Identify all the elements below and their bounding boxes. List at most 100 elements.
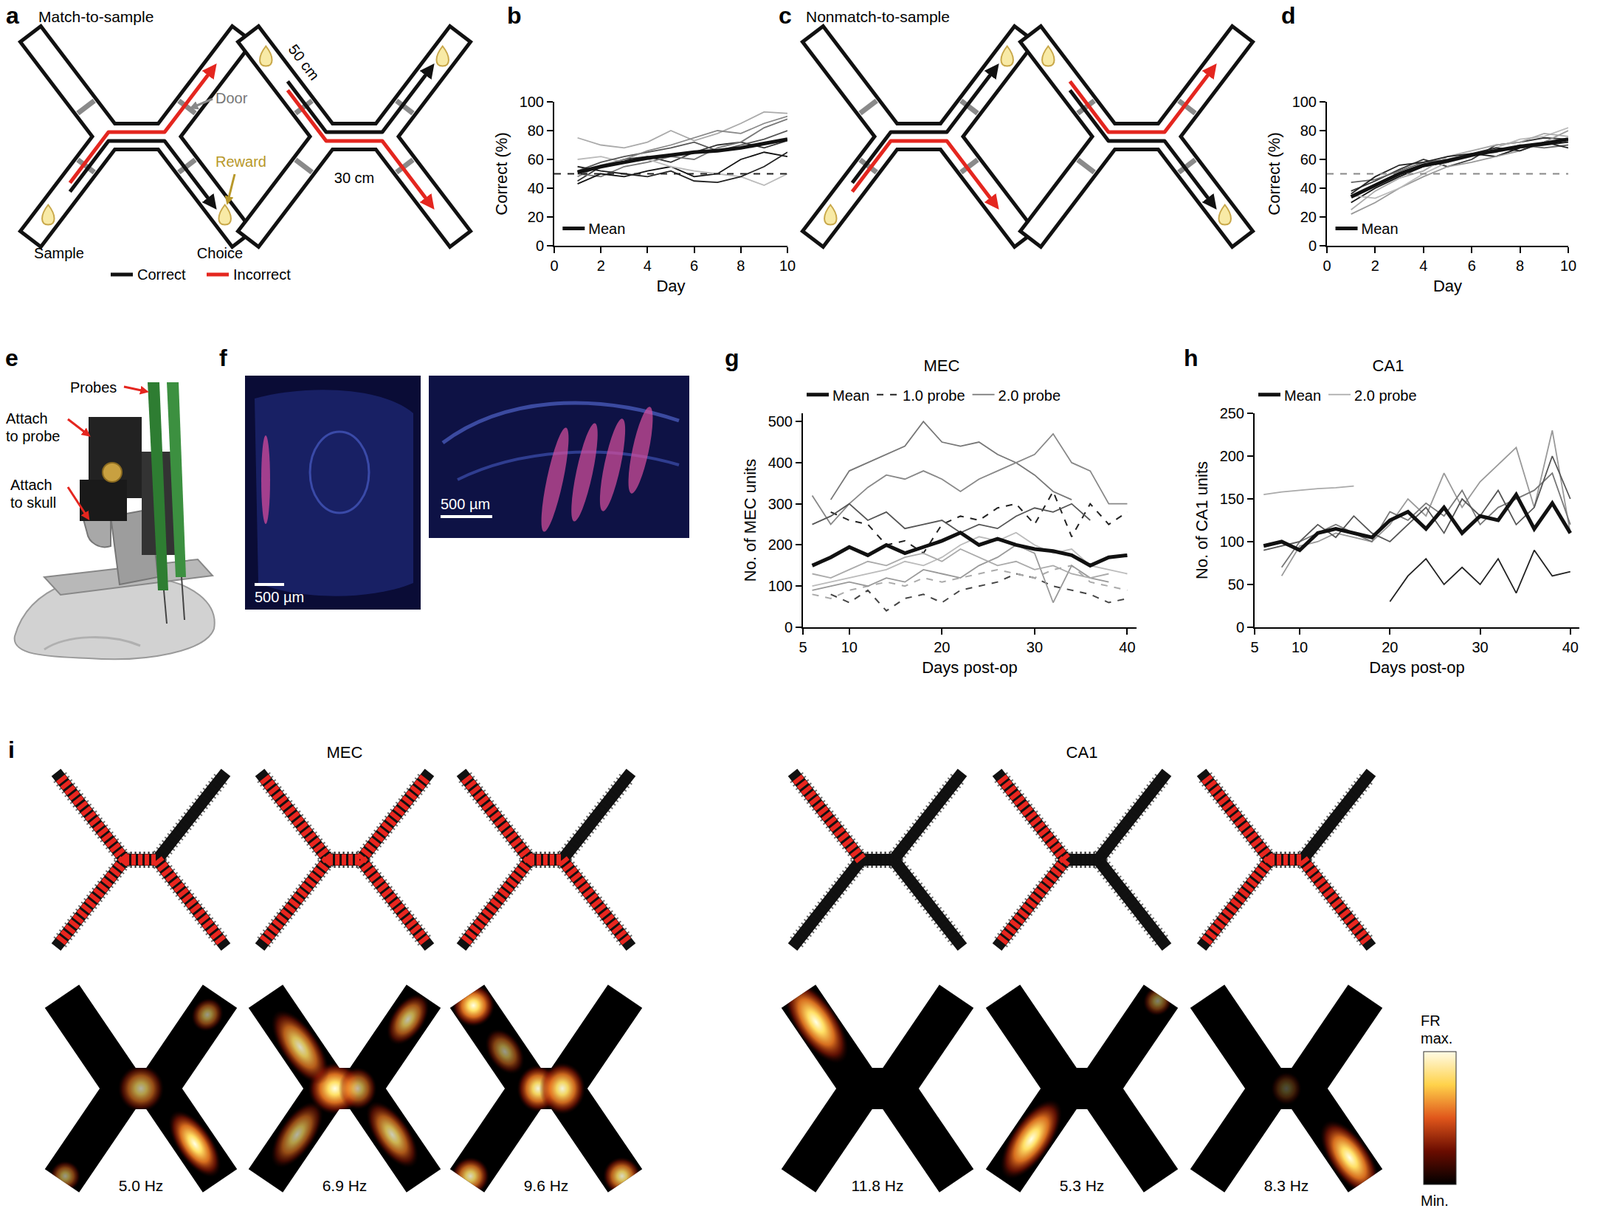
svg-text:Mean: Mean bbox=[1284, 387, 1322, 404]
svg-text:CA1: CA1 bbox=[1372, 356, 1405, 375]
svg-text:5.3 Hz: 5.3 Hz bbox=[1059, 1177, 1105, 1195]
svg-text:150: 150 bbox=[1219, 490, 1245, 508]
svg-text:i: i bbox=[8, 736, 15, 764]
svg-text:6.9 Hz: 6.9 Hz bbox=[322, 1177, 368, 1195]
svg-text:No. of MEC units: No. of MEC units bbox=[740, 459, 760, 582]
svg-text:40: 40 bbox=[1300, 180, 1317, 197]
svg-text:Probes: Probes bbox=[70, 379, 117, 396]
svg-text:max.: max. bbox=[1420, 1030, 1453, 1047]
svg-text:300: 300 bbox=[768, 495, 793, 513]
svg-text:Door: Door bbox=[215, 90, 248, 107]
svg-text:Day: Day bbox=[656, 276, 685, 296]
svg-text:4: 4 bbox=[643, 257, 652, 274]
svg-text:100: 100 bbox=[768, 577, 793, 595]
svg-text:MEC: MEC bbox=[326, 743, 364, 762]
svg-text:FR: FR bbox=[1420, 1012, 1441, 1029]
svg-text:Correct (%): Correct (%) bbox=[492, 132, 511, 215]
svg-text:a: a bbox=[5, 2, 20, 29]
svg-text:20: 20 bbox=[1300, 208, 1317, 226]
svg-text:100: 100 bbox=[1292, 93, 1317, 110]
svg-text:Mean: Mean bbox=[1361, 220, 1399, 237]
svg-text:CA1: CA1 bbox=[1066, 743, 1099, 762]
svg-text:250: 250 bbox=[1219, 405, 1245, 422]
svg-text:Correct (%): Correct (%) bbox=[1264, 132, 1284, 215]
svg-text:60: 60 bbox=[527, 151, 544, 168]
svg-text:2.0 probe: 2.0 probe bbox=[1354, 387, 1417, 404]
svg-text:Day: Day bbox=[1433, 276, 1462, 296]
svg-text:5: 5 bbox=[1250, 639, 1259, 656]
svg-text:0: 0 bbox=[784, 619, 793, 636]
svg-text:80: 80 bbox=[1300, 122, 1317, 139]
svg-text:c: c bbox=[778, 2, 792, 29]
svg-text:1.0 probe: 1.0 probe bbox=[902, 387, 966, 404]
svg-text:30 cm: 30 cm bbox=[334, 169, 375, 186]
svg-text:2: 2 bbox=[597, 257, 606, 274]
svg-text:Reward: Reward bbox=[215, 153, 267, 170]
svg-text:0: 0 bbox=[1308, 237, 1317, 254]
svg-text:e: e bbox=[5, 344, 19, 372]
svg-text:Mean: Mean bbox=[588, 220, 626, 237]
svg-text:Choice: Choice bbox=[197, 245, 243, 262]
svg-text:MEC: MEC bbox=[923, 356, 961, 375]
svg-text:10: 10 bbox=[779, 257, 796, 274]
svg-text:h: h bbox=[1183, 344, 1199, 372]
svg-text:to skull: to skull bbox=[10, 494, 57, 511]
svg-text:20: 20 bbox=[1381, 639, 1398, 656]
svg-text:No. of CA1 units: No. of CA1 units bbox=[1192, 461, 1212, 580]
svg-text:Nonmatch-to-sample: Nonmatch-to-sample bbox=[805, 8, 950, 26]
svg-text:20: 20 bbox=[933, 639, 950, 656]
svg-text:40: 40 bbox=[527, 180, 544, 197]
svg-text:40: 40 bbox=[1562, 639, 1579, 656]
svg-text:80: 80 bbox=[527, 122, 544, 139]
svg-text:Attach: Attach bbox=[10, 476, 53, 493]
svg-text:5: 5 bbox=[798, 639, 807, 656]
svg-text:500: 500 bbox=[768, 413, 793, 430]
svg-text:8: 8 bbox=[736, 257, 745, 274]
svg-text:8: 8 bbox=[1515, 257, 1524, 274]
svg-text:100: 100 bbox=[1219, 533, 1245, 550]
svg-text:20: 20 bbox=[527, 208, 544, 226]
svg-text:Attach: Attach bbox=[5, 410, 48, 427]
svg-text:2: 2 bbox=[1371, 257, 1380, 274]
svg-text:8.3 Hz: 8.3 Hz bbox=[1264, 1177, 1310, 1195]
svg-text:200: 200 bbox=[768, 536, 793, 553]
svg-text:10: 10 bbox=[1291, 639, 1308, 656]
svg-text:50: 50 bbox=[1228, 576, 1245, 593]
svg-text:500 µm: 500 µm bbox=[440, 495, 491, 513]
svg-text:Mean: Mean bbox=[832, 387, 870, 404]
svg-text:to probe: to probe bbox=[5, 428, 60, 445]
svg-text:40: 40 bbox=[1118, 639, 1136, 656]
svg-text:b: b bbox=[507, 2, 522, 29]
svg-text:30: 30 bbox=[1471, 639, 1488, 656]
svg-text:400: 400 bbox=[768, 454, 793, 471]
svg-text:Correct: Correct bbox=[137, 266, 186, 283]
svg-text:0: 0 bbox=[1322, 257, 1331, 274]
svg-text:2.0 probe: 2.0 probe bbox=[998, 387, 1062, 404]
svg-text:30: 30 bbox=[1026, 639, 1043, 656]
svg-text:4: 4 bbox=[1419, 257, 1428, 274]
svg-text:d: d bbox=[1281, 2, 1296, 29]
svg-text:60: 60 bbox=[1300, 151, 1317, 168]
svg-text:11.8 Hz: 11.8 Hz bbox=[851, 1177, 905, 1195]
svg-text:500 µm: 500 µm bbox=[254, 588, 305, 606]
svg-text:g: g bbox=[724, 344, 740, 372]
svg-text:9.6 Hz: 9.6 Hz bbox=[523, 1177, 570, 1195]
svg-text:5.0 Hz: 5.0 Hz bbox=[118, 1177, 164, 1195]
svg-text:f: f bbox=[219, 344, 228, 372]
svg-text:Incorrect: Incorrect bbox=[233, 266, 291, 283]
svg-text:0: 0 bbox=[1236, 619, 1245, 636]
svg-text:200: 200 bbox=[1219, 447, 1245, 465]
svg-text:0: 0 bbox=[535, 237, 544, 254]
svg-text:0: 0 bbox=[549, 257, 558, 274]
svg-text:Sample: Sample bbox=[33, 245, 85, 262]
svg-text:Match-to-sample: Match-to-sample bbox=[38, 8, 154, 26]
svg-text:6: 6 bbox=[1467, 257, 1477, 274]
svg-text:6: 6 bbox=[690, 257, 699, 274]
svg-text:10: 10 bbox=[841, 639, 858, 656]
svg-text:10: 10 bbox=[1560, 257, 1577, 274]
svg-text:50 cm: 50 cm bbox=[285, 41, 323, 84]
svg-text:100: 100 bbox=[519, 93, 544, 110]
svg-text:Days post-op: Days post-op bbox=[921, 658, 1018, 677]
svg-text:Min.: Min. bbox=[1420, 1192, 1449, 1209]
svg-text:Days post-op: Days post-op bbox=[1369, 658, 1465, 677]
